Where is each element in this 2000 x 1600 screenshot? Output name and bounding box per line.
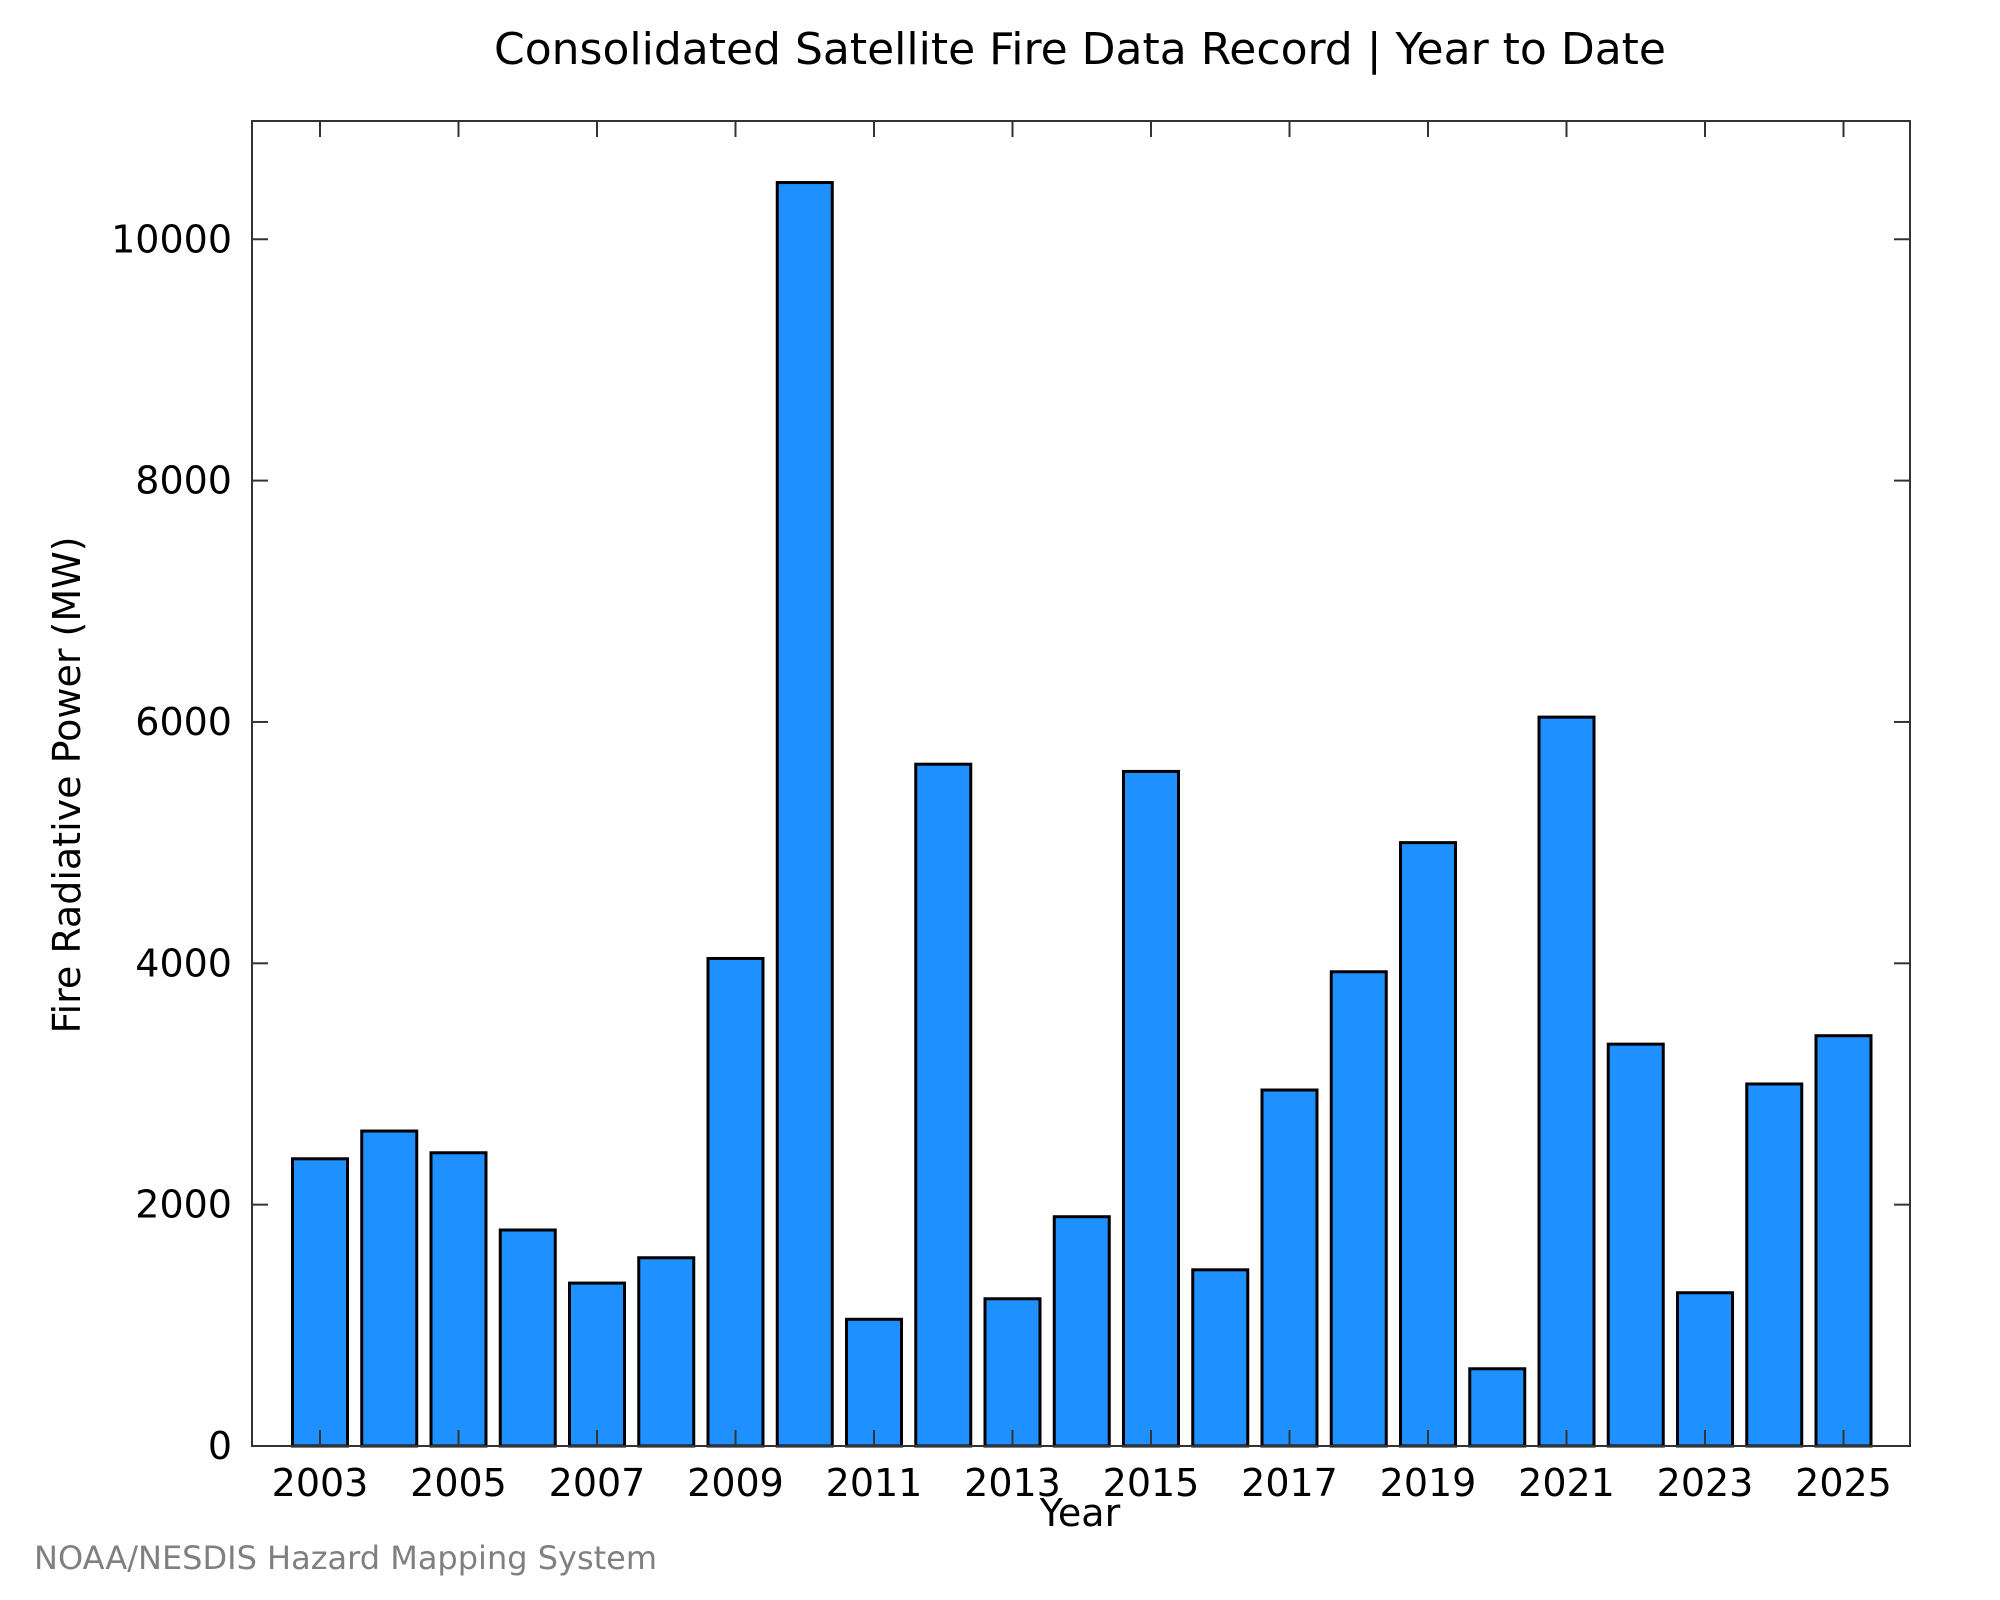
source-credit: NOAA/NESDIS Hazard Mapping System — [34, 1539, 657, 1577]
x-tick-label-2013: 2013 — [964, 1461, 1061, 1505]
bar-2007 — [568, 1281, 626, 1448]
bar-2021 — [1537, 715, 1596, 1448]
bar-2009 — [706, 956, 765, 1448]
bar-2003 — [291, 1157, 349, 1448]
bar-2022 — [1606, 1042, 1665, 1448]
x-tick-label-2021: 2021 — [1518, 1461, 1615, 1505]
bar-2006 — [498, 1228, 557, 1448]
y-tick-label-8000: 8000 — [135, 459, 232, 503]
y-tick-labels: 0 2000 4000 6000 8000 10000 — [111, 217, 232, 1468]
x-tick-label-2009: 2009 — [687, 1461, 784, 1505]
bar-2019 — [1399, 841, 1457, 1448]
y-tick-label-6000: 6000 — [135, 700, 232, 744]
x-tick-label-2011: 2011 — [826, 1461, 923, 1505]
bar-2016 — [1191, 1268, 1250, 1448]
y-axis-label: Fire Radiative Power (MW) — [45, 536, 89, 1033]
bar-2005 — [429, 1151, 488, 1448]
x-tick-label-2017: 2017 — [1241, 1461, 1338, 1505]
bar-2015 — [1122, 769, 1180, 1448]
y-tick-label-10000: 10000 — [111, 217, 232, 261]
bar-2018 — [1329, 970, 1388, 1448]
plot-frame — [251, 120, 1911, 1447]
chart-title: Consolidated Satellite Fire Data Record … — [494, 24, 1666, 75]
bar-2008 — [637, 1256, 696, 1448]
bar-2014 — [1052, 1215, 1111, 1448]
x-tick-label-2015: 2015 — [1103, 1461, 1200, 1505]
bar-2013 — [983, 1297, 1042, 1448]
x-tick-label-2025: 2025 — [1795, 1461, 1892, 1505]
bar-2023 — [1676, 1291, 1734, 1448]
x-tick-label-2019: 2019 — [1380, 1461, 1477, 1505]
x-tick-label-2003: 2003 — [272, 1461, 369, 1505]
y-tick-label-4000: 4000 — [135, 941, 232, 985]
x-tick-label-2005: 2005 — [410, 1461, 507, 1505]
x-axis-label: Year — [1039, 1491, 1121, 1535]
x-tick-label-2023: 2023 — [1657, 1461, 1754, 1505]
y-tick-label-2000: 2000 — [135, 1183, 232, 1227]
bar-2020 — [1468, 1367, 1527, 1448]
bar-2004 — [360, 1129, 419, 1448]
bar-2010 — [775, 181, 834, 1448]
bar-2017 — [1260, 1088, 1319, 1448]
bar-2011 — [845, 1317, 903, 1448]
bar-2024 — [1745, 1082, 1804, 1448]
bars-group — [291, 181, 1873, 1448]
bar-2025 — [1814, 1034, 1873, 1448]
ticks-group — [252, 121, 1910, 1447]
bar-2012 — [914, 762, 973, 1448]
y-tick-label-0: 0 — [208, 1424, 232, 1468]
x-tick-label-2007: 2007 — [549, 1461, 646, 1505]
x-tick-labels: 2003 2005 2007 2009 2011 2013 2015 2017 2019 2021… — [272, 1461, 1892, 1505]
